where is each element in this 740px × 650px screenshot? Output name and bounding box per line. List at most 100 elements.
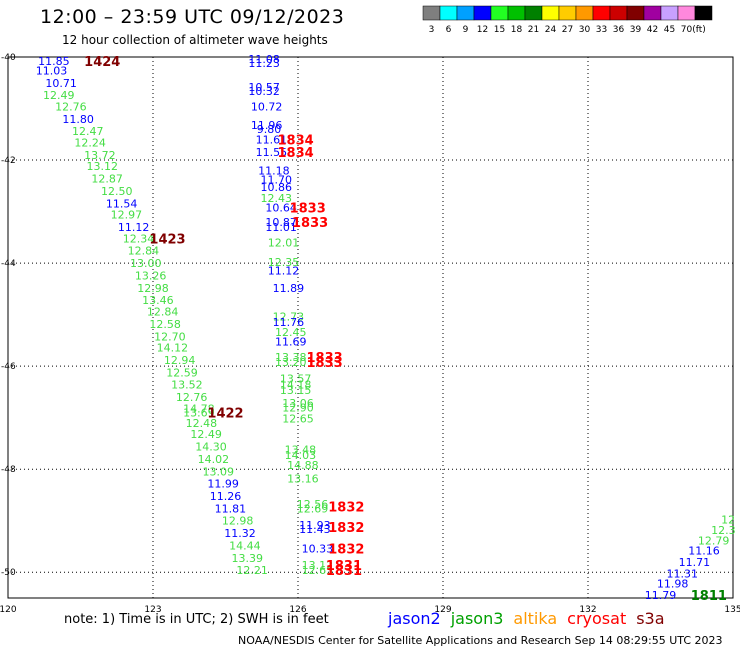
wave-height-value: 12.24 bbox=[74, 137, 106, 150]
wave-height-value: 11.61 bbox=[256, 133, 288, 146]
wave-height-value: 12.79 bbox=[698, 534, 730, 547]
wave-height-value: 11.99 bbox=[207, 478, 239, 491]
latitude-tick-label: -42 bbox=[1, 156, 16, 166]
wave-height-value: 10.72 bbox=[251, 100, 283, 113]
wave-height-value: 12.73 bbox=[273, 311, 305, 324]
wave-height-value: 12.98 bbox=[137, 282, 169, 295]
satellite-jason3: jason3 bbox=[450, 609, 504, 628]
pass-time-label: 1833 bbox=[290, 201, 326, 216]
legend-label: 42 bbox=[647, 25, 658, 35]
legend-label: 30 bbox=[579, 25, 591, 35]
longitude-tick-label: 129 bbox=[434, 605, 451, 615]
wave-height-value: 14.02 bbox=[198, 453, 230, 466]
wave-height-value: 14.03 bbox=[285, 449, 317, 462]
wave-height-value: 12.70 bbox=[154, 330, 186, 343]
longitude-tick-label: 132 bbox=[579, 605, 596, 615]
pass-time-label: 1811 bbox=[691, 589, 727, 604]
wave-height-value: 13.12 bbox=[302, 559, 334, 572]
wave-height-value: 12.49 bbox=[190, 428, 222, 441]
wave-height-value: 12.90 bbox=[282, 401, 314, 414]
wave-height-value: 13.26 bbox=[135, 269, 167, 282]
page-subtitle: 12 hour collection of altimeter wave hei… bbox=[62, 33, 328, 47]
wave-height-value: 12 bbox=[721, 514, 735, 527]
pass-time-label: 1833 bbox=[292, 216, 328, 231]
pass-time-label: 1424 bbox=[84, 55, 120, 70]
wave-height-value: 11.98 bbox=[657, 578, 689, 591]
legend-label: 45 bbox=[664, 25, 675, 35]
wave-height-value: 11.70 bbox=[261, 174, 293, 187]
wave-height-value: 13.72 bbox=[84, 149, 116, 162]
wave-height-value: 13.48 bbox=[285, 444, 317, 457]
pass-time-label: 1834 bbox=[277, 146, 313, 161]
wave-height-value: 11.69 bbox=[275, 335, 307, 348]
wave-height-value: 11.80 bbox=[62, 113, 94, 126]
legend-label: 6 bbox=[446, 25, 452, 35]
wave-height-value: 14.30 bbox=[195, 441, 227, 454]
wave-height-value: 12.94 bbox=[164, 354, 196, 367]
wave-height-value: 11.12 bbox=[118, 221, 150, 234]
legend-label: 24 bbox=[545, 25, 557, 35]
latitude-tick-label: -48 bbox=[1, 465, 16, 475]
wave-height-value: 12.65 bbox=[302, 564, 334, 577]
wave-height-value: 11.54 bbox=[106, 197, 138, 210]
wave-height-value: 10.33 bbox=[302, 543, 334, 556]
wave-height-value: 12.21 bbox=[236, 564, 268, 577]
wave-height-value: 12.56 bbox=[297, 498, 329, 511]
pass-time-label: 1833 bbox=[306, 356, 342, 371]
latitude-tick-label: -44 bbox=[1, 259, 16, 269]
wave-height-value: 11.85 bbox=[38, 55, 70, 68]
legend-label: 12 bbox=[477, 25, 488, 35]
wave-height-value: 11.55 bbox=[256, 146, 288, 159]
wave-height-value: 14.12 bbox=[157, 342, 189, 355]
wave-height-value: 13.16 bbox=[287, 472, 319, 485]
pass-time-label: 1832 bbox=[328, 500, 364, 515]
wave-height-value: 12.76 bbox=[55, 100, 87, 113]
wave-height-value: 12.48 bbox=[186, 417, 218, 430]
wave-height-value: 13.69 bbox=[183, 407, 215, 420]
satellite-jason2: jason2 bbox=[388, 609, 441, 628]
wave-height-value: 11.31 bbox=[667, 567, 699, 580]
wave-height-value: 11.79 bbox=[645, 589, 677, 602]
color-legend: 3 6 9 12 15 18 21 24 27 30 33 36 39 42 45 70 (ft) bbox=[422, 5, 713, 35]
longitude-tick-label: 123 bbox=[144, 605, 161, 615]
latitude-tick-label: -46 bbox=[1, 362, 16, 372]
wave-height-value: 13.09 bbox=[203, 465, 235, 478]
latitude-tick-label: -40 bbox=[1, 53, 16, 63]
wave-height-value: 13.39 bbox=[232, 552, 264, 565]
latitude-tick-label: -50 bbox=[1, 568, 16, 578]
wave-height-value: 11.08 bbox=[248, 53, 280, 66]
wave-height-value: 13.57 bbox=[280, 373, 312, 386]
wave-height-value: 12.87 bbox=[91, 173, 123, 186]
wave-height-value: 14.88 bbox=[287, 459, 319, 472]
wave-height-value: 12.97 bbox=[111, 209, 143, 222]
wave-height-value: 12.84 bbox=[147, 306, 179, 319]
wave-height-value: 10.87 bbox=[265, 216, 297, 229]
wave-height-value: 11.76 bbox=[273, 316, 305, 329]
longitude-tick-label: 135 bbox=[724, 605, 740, 615]
wave-height-value: 11.71 bbox=[679, 556, 711, 569]
legend-label: 9 bbox=[463, 25, 469, 35]
legend-label: 70 bbox=[681, 25, 693, 35]
pass-time-label: 1831 bbox=[326, 564, 362, 579]
wave-height-value: 13.20 bbox=[275, 356, 307, 369]
wave-height-value: 11.03 bbox=[36, 64, 68, 77]
longitude-tick-label: 126 bbox=[289, 605, 306, 615]
page-title: 12:00 – 23:59 UTC 09/12/2023 bbox=[40, 6, 345, 28]
wave-height-value: 11.89 bbox=[273, 282, 305, 295]
wave-height-value: 13.46 bbox=[142, 294, 174, 307]
wave-height-value: 11.18 bbox=[258, 164, 290, 177]
wave-height-value: 12.59 bbox=[166, 366, 198, 379]
wave-height-value: 11.81 bbox=[215, 502, 247, 515]
wave-height-value: 11.26 bbox=[210, 490, 242, 503]
wave-height-value: 11.43 bbox=[299, 523, 331, 536]
legend-label: 21 bbox=[528, 25, 539, 35]
longitude-tick-label: 120 bbox=[0, 605, 17, 615]
wave-height-value: 14.78 bbox=[183, 402, 215, 415]
wave-height-value: 13.12 bbox=[87, 160, 119, 173]
wave-height-value: 12.3 bbox=[711, 524, 736, 537]
wave-height-value: 10.71 bbox=[45, 77, 77, 90]
pass-time-label: 1423 bbox=[149, 232, 185, 247]
legend-label: 27 bbox=[562, 25, 573, 35]
wave-height-value: 11.32 bbox=[224, 527, 256, 540]
